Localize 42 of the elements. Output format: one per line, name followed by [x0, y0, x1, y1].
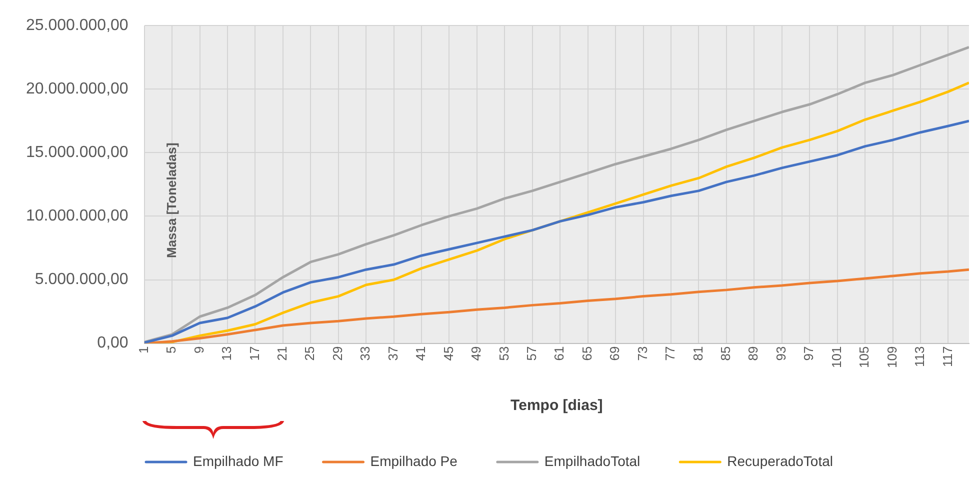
x-tick-label: 53: [496, 346, 512, 361]
y-tick-label: 25.000.000,00: [26, 17, 128, 34]
x-tick-label: 117: [940, 346, 955, 368]
y-axis-title: Massa [Toneladas]: [164, 142, 179, 258]
x-tick-label: 65: [579, 346, 594, 361]
y-tick-label: 10.000.000,00: [26, 208, 128, 225]
x-tick-label: 33: [358, 346, 373, 361]
x-tick-label: 9: [191, 346, 206, 354]
legend-label: EmpilhadoTotal: [544, 452, 640, 469]
legend-label: RecuperadoTotal: [727, 452, 834, 469]
x-tick-label: 105: [856, 346, 872, 368]
x-tick-label: 101: [828, 346, 844, 368]
x-tick-label: 81: [690, 346, 706, 361]
x-tick-label: 57: [524, 346, 539, 361]
x-tick-label: 5: [164, 346, 179, 354]
x-tick-label: 29: [330, 346, 345, 361]
x-tick-label: 85: [718, 346, 734, 361]
x-tick-label: 97: [801, 346, 816, 361]
x-tick-label: 17: [246, 346, 262, 361]
y-tick-label: 15.000.000,00: [26, 144, 128, 162]
x-tick-label: 13: [219, 346, 234, 361]
x-tick-label: 61: [552, 346, 567, 361]
x-tick-label: 69: [607, 346, 622, 361]
x-tick-label: 37: [385, 346, 400, 361]
x-tick-label: 109: [884, 346, 900, 368]
x-tick-label: 77: [662, 346, 678, 361]
x-tick-label: 21: [274, 346, 290, 361]
y-tick-label: 20.000.000,00: [26, 80, 128, 98]
legend-label: Empilhado Pe: [370, 452, 458, 469]
x-tick-label: 89: [746, 346, 761, 361]
x-tick-label: 25: [302, 346, 318, 361]
x-tick-label: 45: [440, 346, 456, 361]
x-tick-label: 73: [634, 346, 650, 361]
x-axis-title: Tempo [dias]: [510, 397, 603, 414]
x-tick-label: 93: [773, 346, 788, 361]
x-tick-label: 41: [413, 346, 428, 361]
x-tick-label: 113: [912, 346, 928, 368]
y-tick-label: 5.000.000,00: [34, 271, 128, 288]
x-tick-label: 49: [468, 346, 484, 361]
y-tick-label: 0,00: [97, 334, 128, 352]
legend-label: Empilhado MF: [193, 452, 284, 469]
x-tick-label: 1: [136, 346, 151, 354]
